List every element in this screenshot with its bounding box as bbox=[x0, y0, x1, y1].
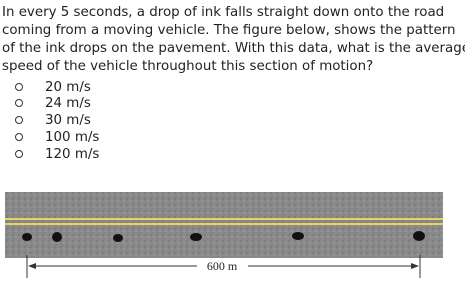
radio[interactable] bbox=[15, 133, 23, 141]
question-line: of the ink drops on the pavement. With t… bbox=[2, 41, 465, 56]
radio[interactable] bbox=[15, 83, 23, 91]
option-text: 30 m/s bbox=[45, 113, 91, 128]
ink-drop bbox=[22, 233, 32, 241]
question-line: In every 5 seconds, a drop of ink falls … bbox=[2, 5, 445, 20]
option[interactable]: 24 m/s bbox=[15, 96, 91, 112]
option[interactable]: 100 m/s bbox=[15, 130, 99, 146]
option-text: 100 m/s bbox=[45, 130, 100, 145]
option-text: 20 m/s bbox=[45, 80, 91, 95]
distance-label: 600 m bbox=[207, 259, 238, 273]
question-line: speed of the vehicle throughout this sec… bbox=[2, 59, 374, 74]
option[interactable]: 20 m/s bbox=[15, 80, 91, 96]
ink-drop bbox=[292, 232, 304, 240]
ink-drop bbox=[413, 231, 425, 241]
arrowhead bbox=[28, 263, 36, 269]
radio[interactable] bbox=[15, 99, 23, 107]
ink-drop bbox=[113, 234, 123, 242]
option[interactable]: 120 m/s bbox=[15, 147, 99, 163]
option[interactable]: 30 m/s bbox=[15, 113, 91, 129]
ink-drop bbox=[190, 233, 202, 241]
arrowhead bbox=[411, 263, 419, 269]
radio[interactable] bbox=[15, 150, 23, 158]
question-line: coming from a moving vehicle. The figure… bbox=[2, 23, 456, 38]
ink-drop bbox=[52, 232, 62, 242]
ink-drops bbox=[22, 231, 425, 242]
radio[interactable] bbox=[15, 116, 23, 124]
option-text: 120 m/s bbox=[45, 147, 100, 162]
option-text: 24 m/s bbox=[45, 96, 91, 111]
